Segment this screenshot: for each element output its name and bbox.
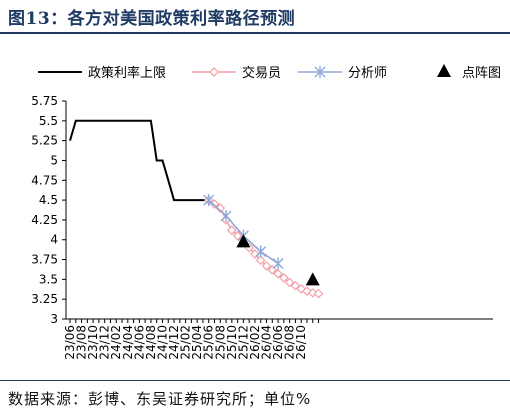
triangle-marker xyxy=(437,64,451,77)
x-tick-label: 24/02 xyxy=(109,325,123,360)
asterisk-marker xyxy=(314,66,326,78)
diamond-marker xyxy=(215,203,226,213)
y-tick-label: 3 xyxy=(50,312,58,326)
x-tick-label: 25/08 xyxy=(213,325,227,360)
legend: 政策利率上限 交易员 分析师 点阵图 xyxy=(38,64,501,81)
diamond-marker xyxy=(279,272,289,283)
title-divider xyxy=(0,32,510,34)
y-tick-label: 3.5 xyxy=(39,272,58,286)
y-tick-label: 3.25 xyxy=(31,292,58,306)
page-title: 图13：各方对美国政策利率路径预测 xyxy=(8,9,296,29)
x-tick-label: 24/08 xyxy=(144,325,158,360)
x-tick-label: 24/04 xyxy=(121,325,135,360)
diamond-marker xyxy=(273,268,283,279)
legend-item-2: 分析师 xyxy=(298,66,387,81)
diamond-marker xyxy=(307,287,318,298)
diamond-marker xyxy=(290,280,301,291)
legend-label: 交易员 xyxy=(242,65,281,81)
legend-item-3: 点阵图 xyxy=(437,64,501,81)
x-tick-label: 23/10 xyxy=(86,325,100,360)
asterisk-marker xyxy=(220,209,232,222)
x-axis: 23/0623/0823/1023/1224/0224/0424/0624/08… xyxy=(63,318,493,360)
y-tick-label: 4.25 xyxy=(31,213,58,227)
y-tick-label: 5 xyxy=(50,153,58,167)
series-2 xyxy=(203,194,284,270)
x-tick-label: 26/02 xyxy=(248,325,262,360)
diamond-marker xyxy=(313,288,324,299)
diamond-marker xyxy=(232,230,243,241)
legend-item-0: 政策利率上限 xyxy=(38,65,166,81)
x-tick-label: 25/02 xyxy=(179,325,193,360)
legend-item-1: 交易员 xyxy=(192,65,281,81)
series-line xyxy=(69,119,209,202)
triangle-marker xyxy=(305,272,320,286)
x-tick-label: 25/04 xyxy=(190,325,204,360)
plot-area xyxy=(69,119,324,299)
asterisk-marker xyxy=(203,194,215,207)
series-3 xyxy=(236,234,320,286)
source-note: 数据来源：彭博、东吴证券研究所；单位% xyxy=(8,390,312,408)
legend-label: 点阵图 xyxy=(462,66,501,81)
diamond-marker xyxy=(226,225,237,236)
x-tick-label: 26/10 xyxy=(294,325,308,360)
y-tick-label: 4.5 xyxy=(39,193,58,207)
x-tick-label: 23/06 xyxy=(63,325,77,360)
y-tick-label: 4 xyxy=(50,233,58,247)
x-tick-label: 26/06 xyxy=(271,325,285,360)
x-tick-label: 24/10 xyxy=(155,325,169,360)
y-axis: 5.75 5.5 5.25 5 4.75 4.5 4.25 4 3.75 3.5 3.25 3 xyxy=(31,94,67,326)
y-tick-label: 5.5 xyxy=(39,114,58,128)
legend-label: 分析师 xyxy=(348,66,387,81)
diamond-marker xyxy=(302,286,312,297)
x-tick-label: 25/06 xyxy=(202,325,216,360)
x-tick-label: 23/08 xyxy=(75,325,89,360)
x-tick-label: 25/12 xyxy=(236,325,250,360)
diamond-marker xyxy=(255,255,266,266)
y-tick-label: 5.25 xyxy=(31,134,58,148)
diamond-marker xyxy=(284,277,295,288)
x-tick-label: 23/12 xyxy=(98,325,112,360)
x-tick-label: 26/08 xyxy=(283,325,297,360)
y-tick-label: 3.75 xyxy=(31,253,58,267)
asterisk-marker xyxy=(255,245,267,258)
series-0 xyxy=(69,119,209,202)
x-tick-label: 24/06 xyxy=(132,325,146,360)
triangle-marker xyxy=(236,234,251,248)
legend-label: 政策利率上限 xyxy=(88,65,166,81)
y-tick-label: 5.75 xyxy=(31,94,58,108)
diamond-marker xyxy=(209,67,219,77)
x-tick-label: 26/04 xyxy=(260,325,274,360)
asterisk-marker xyxy=(272,257,284,270)
diamond-marker xyxy=(261,261,272,271)
rate-path-chart: 政策利率上限 交易员 分析师 点阵图 5.75 5.5 5.25 5 4.75 4.5 4.25 4… xyxy=(31,64,501,360)
x-tick-label: 24/12 xyxy=(167,325,181,360)
y-tick-label: 4.75 xyxy=(31,173,58,187)
x-tick-label: 25/10 xyxy=(225,325,239,360)
source-divider xyxy=(0,380,510,381)
